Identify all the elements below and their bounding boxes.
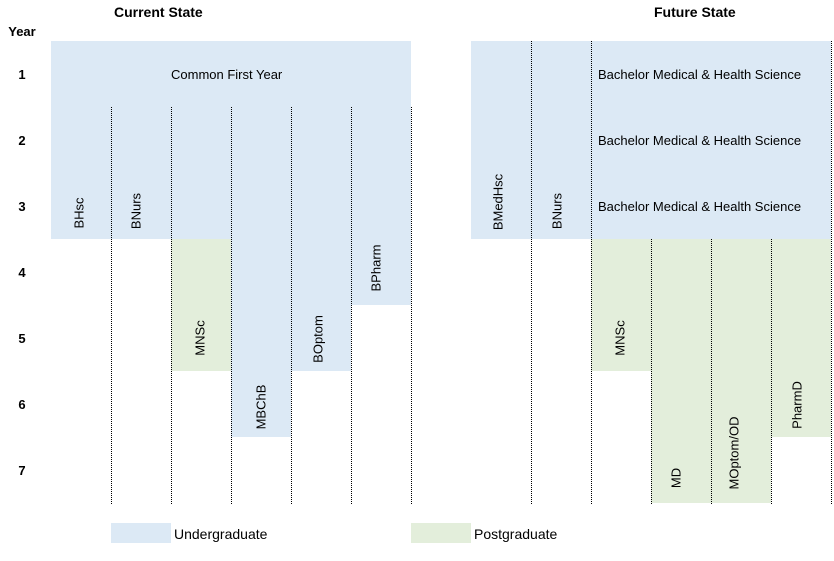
divider-line [651, 239, 652, 504]
divider-line [291, 107, 292, 504]
divider-line [231, 107, 232, 504]
future-pharmd-block [771, 239, 831, 437]
divider-line [111, 107, 112, 504]
bmhs-label-year-2: Bachelor Medical & Health Science [598, 133, 802, 148]
divider-line [531, 41, 532, 504]
current-bpharm-block [351, 107, 411, 305]
divider-line [831, 41, 832, 504]
legend-undergraduate-label: Undergraduate [174, 526, 268, 542]
year-label-2: 2 [18, 133, 26, 148]
current-state-title: Current State [114, 4, 203, 20]
divider-line [171, 107, 172, 504]
future-moptom-block [711, 239, 771, 503]
program-label-mnsc-future: MNSc [612, 320, 628, 356]
program-label-boptom: BOptom [310, 315, 326, 363]
year-header: Year [8, 24, 36, 39]
year-label-4: 4 [18, 265, 26, 280]
program-label-md: MD [668, 467, 684, 489]
current-mbchb-block [231, 107, 291, 437]
legend-undergraduate-swatch [111, 523, 171, 543]
program-label-bpharm: BPharm [368, 244, 384, 292]
future-mnsc-block [591, 239, 651, 371]
program-label-bnurs-future: BNurs [549, 192, 565, 230]
program-label-bhsc: BHsc [71, 197, 87, 229]
current-boptom-block [291, 107, 351, 371]
program-label-bnurs: BNurs [128, 192, 144, 230]
program-label-pharmd: PharmD [789, 381, 805, 429]
legend-postgraduate-swatch [411, 523, 471, 543]
program-label-bmedhsc: BMedHsc [490, 173, 506, 231]
program-label-mbchb: MBChB [253, 384, 269, 430]
common-first-year-label: Common First Year [171, 67, 283, 82]
year-label-1: 1 [18, 67, 26, 82]
future-md-block [651, 239, 711, 503]
current-nursing-undergrad-block [171, 107, 231, 239]
year-label-7: 7 [18, 463, 26, 478]
common-first-year-block [51, 41, 411, 107]
future-state-title: Future State [654, 4, 736, 20]
divider-line [771, 239, 772, 504]
legend-postgraduate-label: Postgraduate [474, 526, 558, 542]
year-label-5: 5 [18, 331, 26, 346]
bmhs-label-year-1: Bachelor Medical & Health Science [598, 67, 802, 82]
current-mnsc-block [171, 239, 231, 371]
program-label-moptom-od: MOptom/OD [726, 416, 742, 490]
year-label-6: 6 [18, 397, 26, 412]
year-label-3: 3 [18, 199, 26, 214]
bmhs-label-year-3: Bachelor Medical & Health Science [598, 199, 802, 214]
program-label-mnsc: MNSc [192, 320, 208, 356]
divider-line [711, 239, 712, 504]
divider-line [351, 107, 352, 504]
divider-line [591, 41, 592, 504]
divider-line [411, 107, 412, 504]
